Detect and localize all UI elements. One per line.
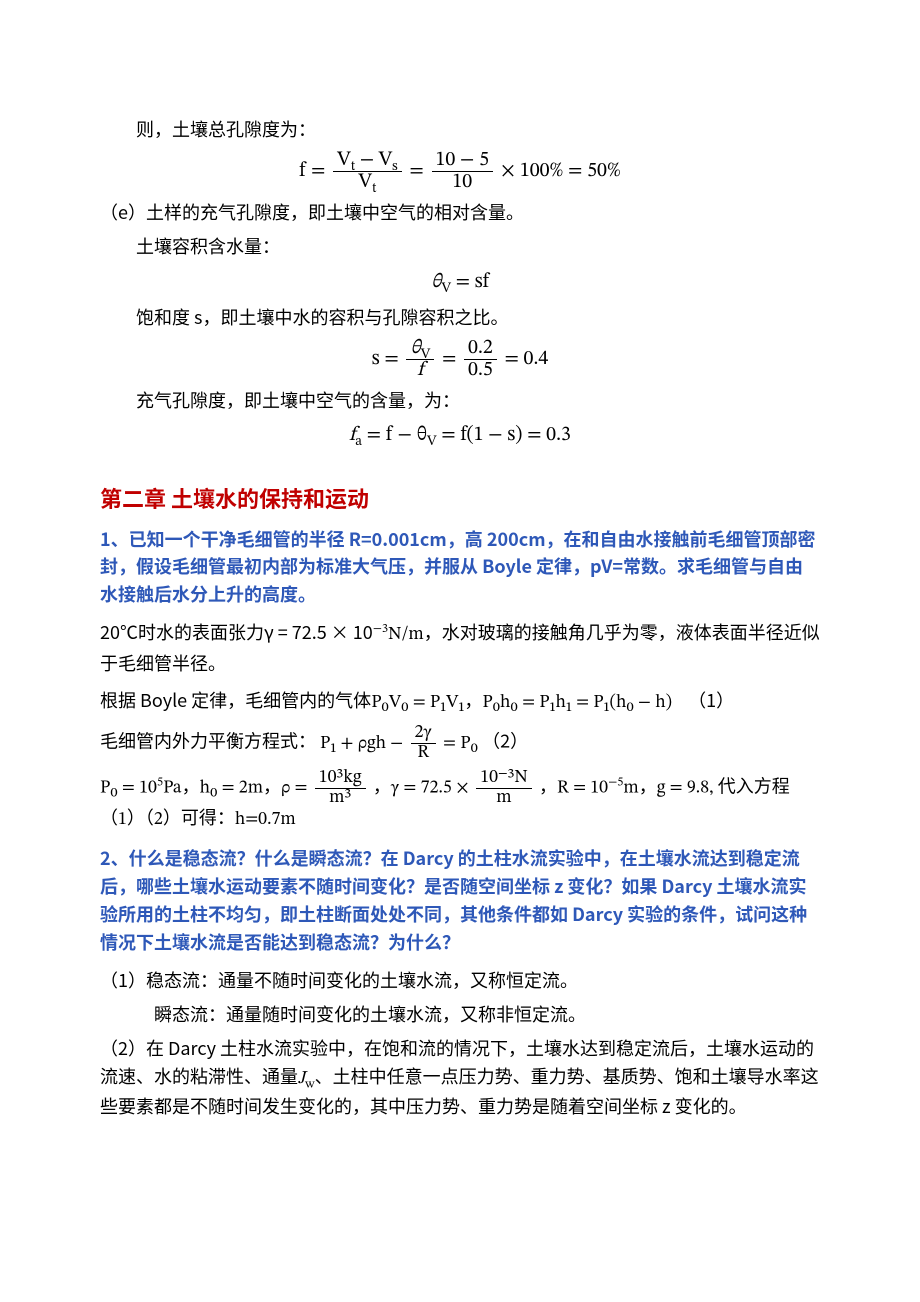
answer-2-2: （2）在 Darcy 土柱水流实验中，在饱和流的情况下，土壤水达到稳定流后，土壤… — [100, 1035, 820, 1122]
paragraph: P₀ = 105Pa，h₀ = 2m，ρ = 10³kg m³ ，γ = 72.… — [100, 769, 820, 836]
eq-text: = P₀ — [443, 735, 478, 753]
eq-text: R — [411, 744, 436, 763]
superscript: −3 — [373, 622, 388, 635]
eq-text: = f(1 − s) = 0.3 — [437, 425, 571, 445]
eq-text: 10 — [432, 172, 494, 193]
subscript: a — [355, 435, 362, 449]
equation-fa: fa = f − θV = f(1 − s) = 0.3 — [100, 420, 820, 451]
equation-theta-v: θV = sf — [100, 267, 820, 298]
eq-text: 10⁻³N — [476, 769, 532, 789]
eq-text: 0.5 — [464, 360, 497, 381]
paragraph: 则，土壤总孔隙度为： — [100, 116, 820, 144]
eq-text: θ — [431, 272, 441, 292]
eq-text: V — [337, 150, 351, 170]
eq-text: P₁ + ρgh − — [320, 735, 407, 753]
subscript: w — [305, 1077, 314, 1090]
text-run: ，R = 10 — [539, 779, 608, 797]
document-page: 则，土壤总孔隙度为： f = Vt − Vs Vt = 10 − 5 10 × … — [0, 0, 920, 1302]
eq-text: 0.2 — [464, 338, 497, 360]
equation-porosity: f = Vt − Vs Vt = 10 − 5 10 × 100% = 50% — [100, 150, 820, 193]
subscript: V — [427, 435, 437, 449]
equation-saturation: s = θV f = 0.2 0.5 = 0.4 — [100, 338, 820, 381]
eq-text: s = — [372, 349, 404, 369]
question-1: 1、已知一个干净毛细管的半径 R=0.001cm，高 200cm，在和自由水接触… — [100, 526, 820, 610]
eq-text: = sf — [451, 272, 489, 292]
eq-text: = — [442, 349, 461, 369]
eq-text: × 100% = 50% — [501, 161, 621, 181]
paragraph: 饱和度 s，即土壤中水的容积与孔隙容积之比。 — [100, 304, 820, 332]
eq-text: = 0.4 — [504, 349, 548, 369]
equation-tag: （1） — [688, 687, 734, 713]
eq-text: 10³kg — [315, 769, 366, 789]
eq-text: m — [476, 789, 532, 808]
answer-2-1: （1）稳态流：通量不随时间变化的土壤水流，又称恒定流。 — [100, 967, 820, 995]
eq-text: 2γ — [411, 724, 436, 744]
subscript: s — [392, 160, 398, 174]
eq-text: V — [358, 172, 372, 192]
inline-equation: P₀V₀ = P₁V₁，P₀h₀ = P₁h₁ = P₁(h₀ − h) — [371, 694, 672, 712]
paragraph: 毛细管内外力平衡方程式： P₁ + ρgh − 2γ R = P₀ （2） — [100, 724, 820, 763]
eq-text: f = — [299, 161, 325, 181]
text-run: ，γ = 72.5 × — [373, 779, 473, 797]
chapter-heading: 第二章 土壤水的保持和运动 — [100, 481, 820, 515]
subscript: V — [441, 282, 451, 296]
eq-text: V — [379, 150, 393, 170]
answer-2-1b: 瞬态流：通量随时间变化的土壤水流，又称非恒定流。 — [100, 1001, 820, 1029]
eq-text: − — [355, 150, 378, 170]
eq-text: 10 − 5 — [432, 150, 494, 172]
superscript: −5 — [608, 775, 623, 788]
eq-text: m³ — [315, 789, 366, 808]
text-run: 毛细管内外力平衡方程式： — [100, 728, 316, 754]
eq-text: = f − θ — [362, 425, 427, 445]
text-run: 根据 Boyle 定律，毛细管内的气体 — [100, 687, 371, 713]
paragraph: 土壤容积含水量： — [100, 233, 820, 261]
eq-text: f — [417, 360, 423, 380]
text-run: P₀ = 10 — [100, 779, 157, 797]
subscript: t — [372, 182, 376, 196]
eq-text: θ — [410, 338, 420, 358]
paragraph: 20℃时水的表面张力γ = 72.5 × 10−3N/m，水对玻璃的接触角几乎为… — [100, 619, 820, 681]
paragraph: 根据 Boyle 定律，毛细管内的气体P₀V₀ = P₁V₁，P₀h₀ = P₁… — [100, 687, 820, 718]
text-run: 20℃时水的表面张力γ = 72.5 × 10 — [100, 619, 373, 645]
text-run: Pa，h₀ = 2m，ρ = — [163, 779, 312, 797]
question-2: 2、什么是稳态流？什么是瞬态流？在 Darcy 的土柱水流实验中，在土壤水流达到… — [100, 845, 820, 957]
paragraph: 充气孔隙度，即土壤中空气的含量，为： — [100, 387, 820, 415]
equation-tag: （2） — [482, 728, 528, 754]
eq-text: = — [409, 161, 428, 181]
paragraph: （e）土样的充气孔隙度，即土壤中空气的相对含量。 — [100, 199, 820, 227]
